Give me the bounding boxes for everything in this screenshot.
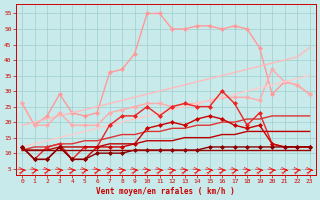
X-axis label: Vent moyen/en rafales ( km/h ): Vent moyen/en rafales ( km/h ) [96, 187, 235, 196]
